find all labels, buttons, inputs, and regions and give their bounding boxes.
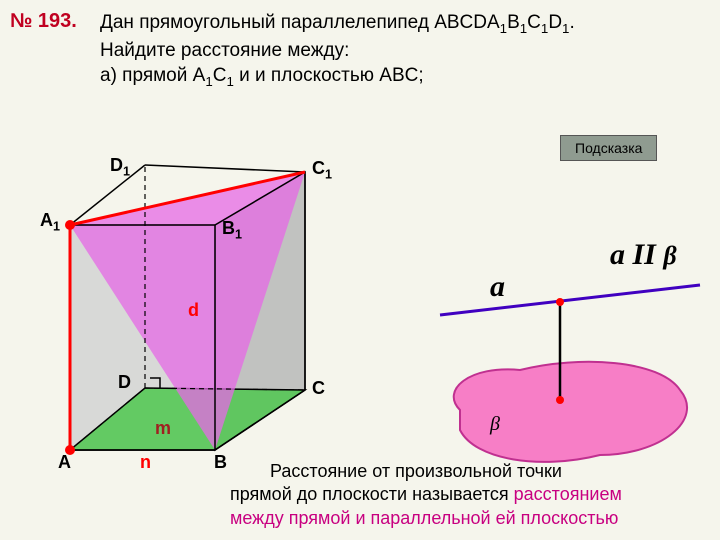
l1c2: C [527, 12, 541, 33]
l3s: 1 [205, 74, 212, 89]
l1c: B [507, 12, 520, 33]
label-B1: B1 [222, 218, 242, 242]
f4: между прямой и параллельной ей плоскость… [230, 508, 618, 528]
l1c3: D [548, 12, 562, 33]
l1e: . [569, 12, 574, 33]
label-D: D [118, 372, 131, 393]
plane-line-diagram: β [430, 260, 720, 480]
f2: прямой до плоскости называется [230, 484, 514, 504]
problem-text: Дан прямоугольный параллелепипед ABCDA1B… [100, 10, 700, 91]
l3b: C [213, 65, 227, 86]
label-d: d [188, 300, 199, 321]
label-a: a [490, 270, 505, 304]
label-n: n [140, 452, 151, 473]
line3a: а) прямой A [100, 65, 205, 86]
svg-text:β: β [489, 413, 500, 435]
l3s2: 1 [226, 74, 233, 89]
f1: Расстояние от произвольной точки [270, 461, 562, 481]
label-D1: D1 [110, 155, 130, 179]
line1-a: Дан прямоугольный параллелепипед ABCDA [100, 12, 500, 33]
problem-number: № 193. [10, 10, 77, 33]
line2: Найдите расстояние между: [100, 40, 349, 61]
label-B: B [214, 452, 227, 473]
footer-text: Расстояние от произвольной точки прямой … [230, 460, 710, 530]
l1s1: 1 [500, 21, 507, 36]
label-a-parallel: a II β [610, 238, 677, 272]
label-m: m [155, 418, 171, 439]
label-C: C [312, 378, 325, 399]
label-C1: C1 [312, 158, 332, 182]
label-A1: A1 [40, 210, 60, 234]
f3: расстоянием [514, 484, 622, 504]
hint-button[interactable]: Подсказка [560, 135, 657, 161]
l3c: и и плоскостью ABC; [234, 65, 424, 86]
label-A: A [58, 452, 71, 473]
